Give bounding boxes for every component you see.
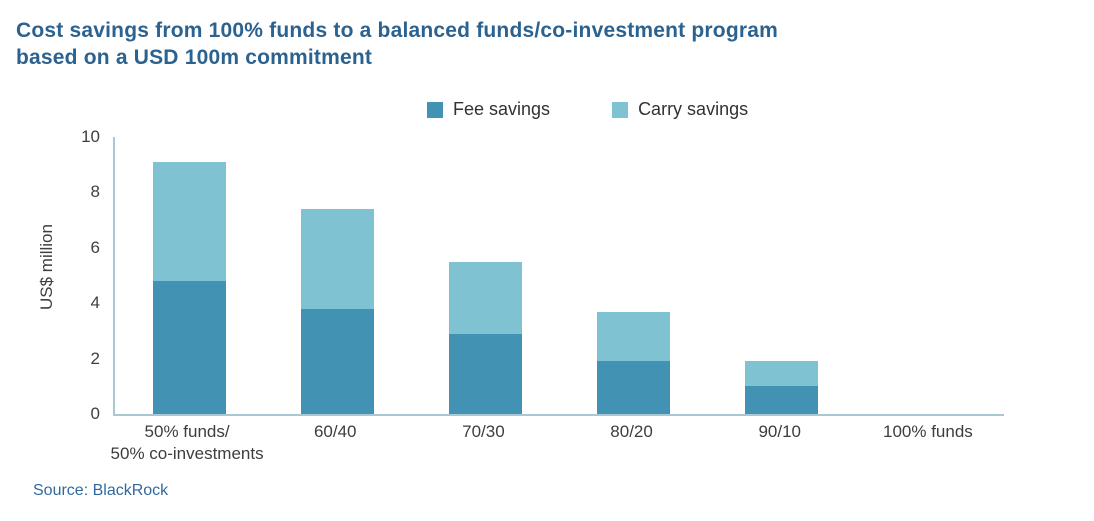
bar-stack-2 [300,209,374,414]
x-axis-category-label: 60/40 [313,422,357,441]
bar-segment-fee [597,361,671,414]
plot-area [113,137,1004,416]
y-tick-label: 4 [90,293,100,313]
fee-savings-swatch-icon [427,101,443,118]
y-tick-label: 2 [90,348,100,368]
legend-label-fee-savings: Fee savings [453,99,551,119]
x-axis-category-label: 70/30 [462,422,505,441]
x-axis-category-label: 80/20 [610,422,653,441]
bar-segment-carry [152,161,226,282]
bar-stack-4 [597,311,671,414]
bar-segment-fee [300,308,374,414]
y-tick-label: 6 [90,237,100,257]
y-tick-label: 10 [81,127,100,146]
chart-title-line2: based on a USD 100m commitment [16,46,373,69]
bar-segment-carry [300,209,374,309]
bar-stack-3 [448,261,522,414]
x-axis-category-label: 50% funds/ 50% co-investments [110,422,264,463]
bar-segment-carry [597,311,671,362]
legend: Fee savings Carry savings [427,99,748,120]
bar-segment-fee [152,281,226,414]
legend-label-carry-savings: Carry savings [638,99,749,119]
legend-item-fee-savings: Fee savings [427,99,550,120]
x-axis-category-label: 100% funds [883,422,973,441]
chart-title: Cost savings from 100% funds to a balanc… [16,17,778,71]
bar-segment-fee [448,333,522,414]
bar-segment-fee [745,386,819,414]
bar-stack-5 [745,361,819,414]
bar-segment-carry [448,261,522,334]
carry-savings-swatch-icon [612,101,629,118]
bar-stack-1 [152,161,226,414]
bar-segment-carry [745,361,819,387]
y-tick-label: 0 [90,404,100,423]
legend-item-carry-savings: Carry savings [612,99,748,120]
chart-title-line1: Cost savings from 100% funds to a balanc… [16,19,778,42]
y-tick-label: 8 [90,182,100,202]
source-note: Source: BlackRock [33,482,169,499]
x-axis-category-label: 90/10 [758,422,802,441]
